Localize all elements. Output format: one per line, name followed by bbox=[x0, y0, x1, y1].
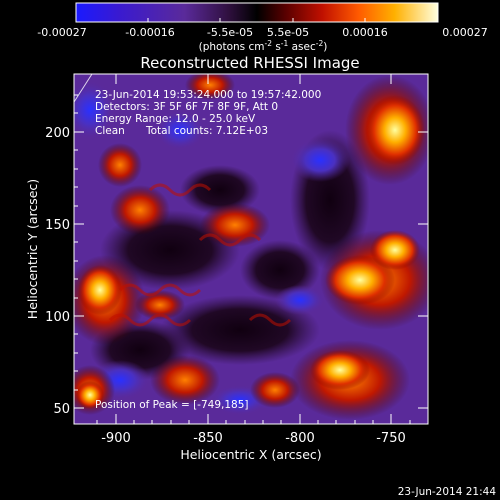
y-tick-label: 50 bbox=[53, 402, 70, 417]
timestamp: 23-Jun-2014 21:44 bbox=[398, 486, 497, 498]
detectors-text: Detectors: 3F 5F 6F 7F 8F 9F, Att 0 bbox=[95, 101, 278, 113]
colorbar-tick-label: -5.5e-05 bbox=[207, 26, 253, 39]
total-counts-text: Total counts: 7.12E+03 bbox=[145, 125, 268, 137]
axis-tick-marks bbox=[74, 74, 428, 424]
rhessi-image bbox=[74, 74, 428, 424]
colorbar bbox=[75, 2, 439, 23]
x-tick-label: -750 bbox=[376, 431, 406, 446]
method-text: Clean bbox=[95, 125, 125, 137]
colorbar-tick-label: 0.00027 bbox=[442, 26, 488, 39]
colorbar-tick-label: 0.00016 bbox=[342, 26, 388, 39]
x-axis-label: Heliocentric X (arcsec) bbox=[180, 447, 321, 462]
colorbar-tick-label: -0.00016 bbox=[125, 26, 174, 39]
x-tick-label: -850 bbox=[193, 431, 223, 446]
colorbar-tick-label: 5.5e-05 bbox=[267, 26, 309, 39]
colorbar-tick-label: -0.00027 bbox=[37, 26, 86, 39]
y-tick-label: 100 bbox=[45, 310, 70, 325]
plot-title: Reconstructed RHESSI Image bbox=[140, 54, 359, 72]
energy-range-text: Energy Range: 12.0 - 25.0 keV bbox=[95, 113, 256, 125]
colorbar-tick-marks bbox=[75, 18, 439, 22]
x-tick-label: -900 bbox=[101, 431, 131, 446]
plot-frame bbox=[73, 73, 429, 425]
peak-position-text: Position of Peak = [-749,185] bbox=[95, 399, 249, 411]
x-tick-label: -800 bbox=[285, 431, 315, 446]
y-tick-label: 200 bbox=[45, 126, 70, 141]
colorbar-unit-label: (photons cm-2 s-1 asec-2) bbox=[199, 39, 328, 53]
y-axis-label: Heliocentric Y (arcsec) bbox=[25, 179, 40, 319]
time-range-text: 23-Jun-2014 19:53:24.000 to 19:57:42.000 bbox=[95, 89, 321, 101]
y-tick-label: 150 bbox=[45, 218, 70, 233]
